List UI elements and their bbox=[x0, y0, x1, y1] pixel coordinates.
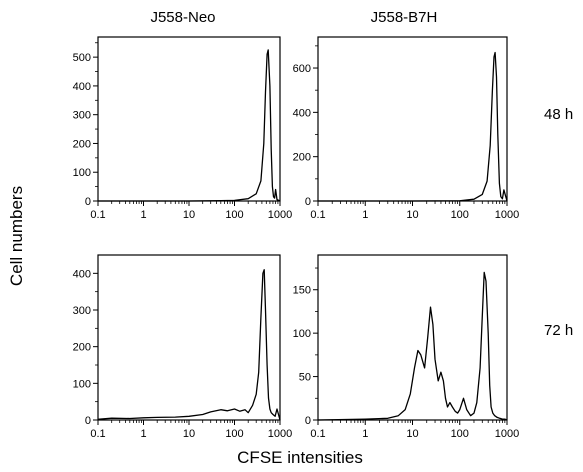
y-tick-label: 500 bbox=[73, 52, 91, 64]
histogram-line bbox=[97, 269, 281, 421]
y-tick-label: 100 bbox=[73, 167, 91, 179]
panel-2: 0.1 1 10 100 1000 0 200 400 600 bbox=[293, 36, 519, 221]
histogram-line bbox=[318, 51, 508, 202]
x-tick-label: 100 bbox=[225, 209, 243, 221]
col-title-neo: J558-Neo bbox=[150, 9, 215, 26]
y-tick-label: 400 bbox=[293, 107, 311, 119]
y-tick-label: 100 bbox=[293, 328, 311, 340]
y-tick-label: 0 bbox=[85, 415, 91, 427]
plot-frame bbox=[317, 254, 508, 421]
x-tick-label: 1000 bbox=[268, 209, 292, 221]
y-tick-label: 200 bbox=[73, 138, 91, 150]
y-tick-label: 0 bbox=[305, 415, 311, 427]
x-tick-label: 1 bbox=[362, 428, 368, 440]
panel-1: 0.1 1 10 100 1000 0 100 200 300 400 500 bbox=[73, 36, 292, 221]
x-tick-label: 0.1 bbox=[90, 428, 105, 440]
row-label-48h: 48 h bbox=[544, 106, 573, 123]
plot-frame bbox=[97, 36, 281, 202]
x-tick-label: 1000 bbox=[495, 209, 519, 221]
x-tick-label: 1 bbox=[140, 428, 146, 440]
y-tick-label: 300 bbox=[73, 305, 91, 317]
col-title-b7h: J558-B7H bbox=[371, 9, 438, 26]
y-tick-label: 150 bbox=[293, 285, 311, 297]
y-tick-label: 300 bbox=[73, 110, 91, 122]
y-tick-label: 600 bbox=[293, 63, 311, 75]
x-tick-label: 0.1 bbox=[310, 209, 325, 221]
y-tick-label: 400 bbox=[73, 268, 91, 280]
y-tick-label: 0 bbox=[85, 196, 91, 208]
x-tick-label: 1000 bbox=[495, 428, 519, 440]
x-tick-label: 10 bbox=[406, 428, 418, 440]
y-tick-label: 200 bbox=[73, 342, 91, 354]
x-tick-label: 100 bbox=[451, 209, 469, 221]
y-tick-label: 400 bbox=[73, 81, 91, 93]
x-tick-label: 1 bbox=[140, 209, 146, 221]
y-tick-label: 100 bbox=[73, 378, 91, 390]
x-tick-label: 10 bbox=[183, 209, 195, 221]
x-tick-label: 100 bbox=[451, 428, 469, 440]
x-tick-label: 1 bbox=[362, 209, 368, 221]
histogram-line bbox=[317, 271, 508, 421]
x-tick-label: 10 bbox=[183, 428, 195, 440]
row-label-72h: 72 h bbox=[544, 322, 573, 339]
x-axis-label: CFSE intensities bbox=[237, 448, 363, 467]
panel-3: 0.1 1 10 100 1000 0 100 200 300 400 bbox=[73, 254, 292, 440]
x-tick-label: 10 bbox=[406, 209, 418, 221]
y-axis-label: Cell numbers bbox=[7, 186, 26, 286]
y-tick-label: 0 bbox=[305, 196, 311, 208]
y-tick-label: 200 bbox=[293, 152, 311, 164]
y-tick-label: 50 bbox=[299, 372, 311, 384]
plot-frame bbox=[97, 254, 281, 421]
x-tick-label: 1000 bbox=[268, 428, 292, 440]
x-tick-label: 100 bbox=[225, 428, 243, 440]
x-tick-label: 0.1 bbox=[90, 209, 105, 221]
x-tick-label: 0.1 bbox=[310, 428, 325, 440]
plot-frame bbox=[317, 36, 508, 202]
histogram-line bbox=[98, 49, 281, 202]
panel-4: 0.1 1 10 100 1000 0 50 100 150 bbox=[293, 254, 519, 440]
